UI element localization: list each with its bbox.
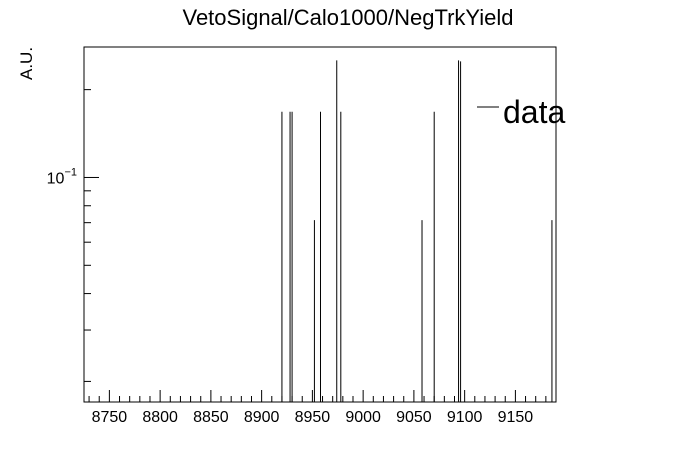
legend-label-data: data: [503, 94, 565, 130]
x-tick-label: 8800: [142, 409, 178, 426]
x-tick-label: 9100: [447, 409, 483, 426]
x-tick-label: 9000: [345, 409, 381, 426]
x-axis: 8750 8800 8850 8900 8950 9000 9050 9100 9150: [88, 390, 557, 426]
plot-frame: [83, 46, 557, 403]
legend: data: [477, 94, 565, 130]
x-tick-label: 8900: [244, 409, 280, 426]
x-tick-label: 8950: [295, 409, 331, 426]
x-tick-label: 8750: [92, 409, 128, 426]
x-tick-label: 8850: [193, 409, 229, 426]
y-axis: 10−1: [47, 89, 99, 382]
y-tick-label: 10−1: [47, 166, 77, 187]
y-axis-label: A.U.: [17, 47, 36, 80]
x-tick-label: 9050: [396, 409, 432, 426]
x-tick-label: 9150: [498, 409, 534, 426]
data-marks: [281, 60, 553, 402]
chart-title: VetoSignal/Calo1000/NegTrkYield: [182, 5, 513, 30]
